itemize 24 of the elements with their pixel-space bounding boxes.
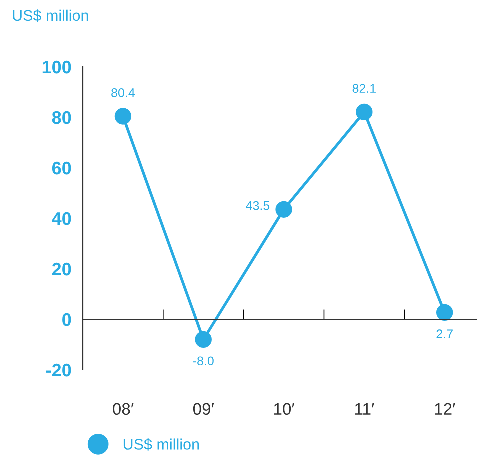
data-label: 80.4 — [112, 88, 136, 98]
point — [276, 201, 292, 218]
y-tick-label: 60 — [52, 162, 72, 175]
x-tick-label: 09′ — [193, 403, 214, 416]
point — [436, 304, 454, 322]
x-tick-label: 11′ — [355, 403, 374, 415]
data-label: 82.1 — [352, 84, 376, 94]
data-label: 2.7 — [436, 330, 453, 338]
point — [114, 108, 132, 125]
x-tick-label: 12′ — [435, 403, 456, 415]
y-tick-label: 20 — [52, 262, 72, 276]
legend-label: US$ million — [124, 438, 200, 451]
x-tick-label: 10′ — [274, 403, 295, 416]
y-tick-label: 80 — [52, 111, 72, 124]
y-tick-label: -20 — [46, 364, 72, 377]
point — [356, 104, 373, 121]
y-tick-label: 100 — [42, 60, 72, 74]
data-label: 43.5 — [246, 201, 270, 210]
y-axis-title: US$ million — [13, 10, 88, 22]
y-tick-label: 40 — [52, 212, 72, 226]
y-tick-label: 0 — [62, 313, 72, 326]
x-tick-label: 08′ — [113, 403, 134, 416]
data-label: -8.0 — [193, 356, 214, 366]
point — [195, 331, 212, 348]
